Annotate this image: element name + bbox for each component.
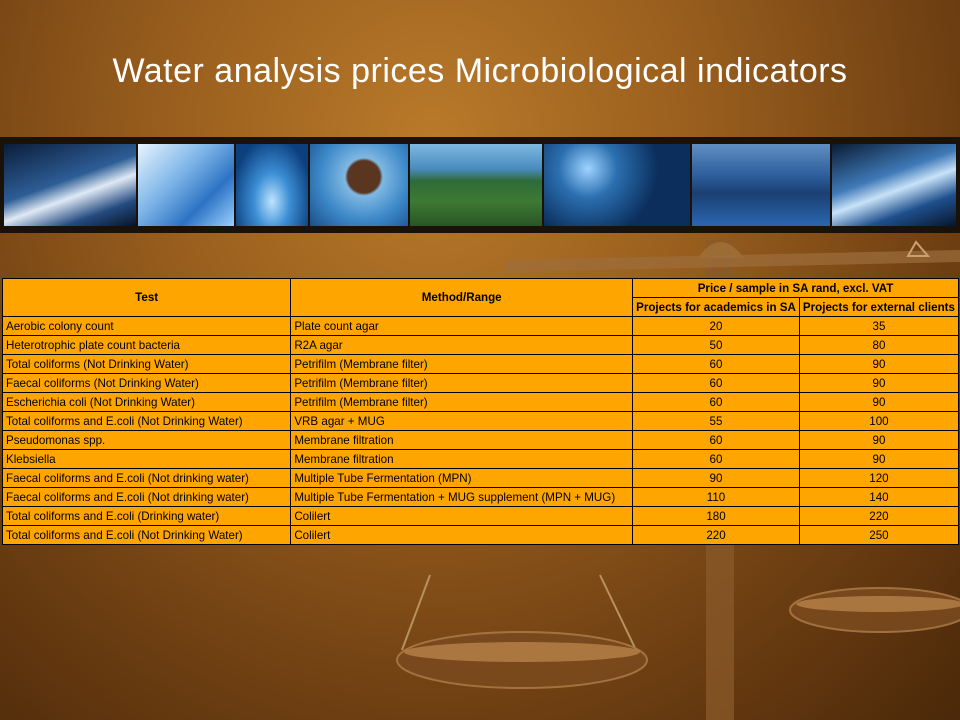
method-cell: Colilert <box>290 525 634 545</box>
external-column-header: Projects for external clients <box>798 297 960 317</box>
method-cell: Membrane filtration <box>290 430 634 450</box>
test-cell: Total coliforms and E.coli (Not Drinking… <box>1 525 292 545</box>
table-row: Faecal coliforms and E.coli (Not drinkin… <box>1 487 960 507</box>
academic-price-cell: 60 <box>632 430 800 450</box>
academic-price-cell: 220 <box>632 525 800 545</box>
treatment-plant-photo <box>692 144 830 226</box>
river-aerial-photo <box>410 144 542 226</box>
table-row: Klebsiella Membrane filtration 60 90 <box>1 449 960 469</box>
external-price-cell: 90 <box>798 430 960 450</box>
external-price-cell: 90 <box>798 449 960 469</box>
prices-table: Test Method/Range Price / sample in SA r… <box>1 278 960 545</box>
test-cell: Total coliforms and E.coli (Drinking wat… <box>1 506 292 526</box>
table-header-row: Test Method/Range Price / sample in SA r… <box>1 278 959 317</box>
test-cell: Aerobic colony count <box>1 316 292 336</box>
test-cell: Faecal coliforms and E.coli (Not drinkin… <box>1 487 292 507</box>
table-row: Aerobic colony count Plate count agar 20… <box>1 316 960 336</box>
table-row: Pseudomonas spp. Membrane filtration 60 … <box>1 430 960 450</box>
external-price-cell: 90 <box>798 354 960 374</box>
table-row: Total coliforms and E.coli (Drinking wat… <box>1 506 960 526</box>
test-cell: Faecal coliforms and E.coli (Not drinkin… <box>1 468 292 488</box>
external-price-cell: 120 <box>798 468 960 488</box>
academic-price-cell: 60 <box>632 392 800 412</box>
external-price-cell: 250 <box>798 525 960 545</box>
external-price-cell: 80 <box>798 335 960 355</box>
academic-price-cell: 90 <box>632 468 800 488</box>
table-row: Total coliforms (Not Drinking Water) Pet… <box>1 354 960 374</box>
test-cell: Heterotrophic plate count bacteria <box>1 335 292 355</box>
water-splash-photo <box>236 144 308 226</box>
academic-price-cell: 50 <box>632 335 800 355</box>
table-row: Escherichia coli (Not Drinking Water) Pe… <box>1 392 960 412</box>
child-in-water-photo <box>310 144 408 226</box>
academic-column-header: Projects for academics in SA <box>632 297 800 317</box>
water-glass-photo <box>138 144 234 226</box>
method-cell: Petrifilm (Membrane filter) <box>290 354 634 374</box>
external-price-cell: 90 <box>798 392 960 412</box>
method-cell: Petrifilm (Membrane filter) <box>290 392 634 412</box>
table-row: Total coliforms and E.coli (Not Drinking… <box>1 525 960 545</box>
test-cell: Total coliforms and E.coli (Not Drinking… <box>1 411 292 431</box>
academic-price-cell: 55 <box>632 411 800 431</box>
method-cell: VRB agar + MUG <box>290 411 634 431</box>
academic-price-cell: 60 <box>632 449 800 469</box>
photo-banner <box>0 137 960 233</box>
test-column-header: Test <box>1 278 292 317</box>
method-cell: Membrane filtration <box>290 449 634 469</box>
test-cell: Faecal coliforms (Not Drinking Water) <box>1 373 292 393</box>
method-column-header: Method/Range <box>290 278 634 317</box>
water-outflow-photo <box>832 144 956 226</box>
method-cell: Multiple Tube Fermentation (MPN) <box>290 468 634 488</box>
method-cell: R2A agar <box>290 335 634 355</box>
external-price-cell: 35 <box>798 316 960 336</box>
method-cell: Colilert <box>290 506 634 526</box>
test-cell: Total coliforms (Not Drinking Water) <box>1 354 292 374</box>
academic-price-cell: 110 <box>632 487 800 507</box>
academic-price-cell: 180 <box>632 506 800 526</box>
water-bubbles-photo <box>544 144 690 226</box>
table-row: Heterotrophic plate count bacteria R2A a… <box>1 335 960 355</box>
method-cell: Multiple Tube Fermentation + MUG supplem… <box>290 487 634 507</box>
external-price-cell: 140 <box>798 487 960 507</box>
academic-price-cell: 60 <box>632 354 800 374</box>
external-price-cell: 100 <box>798 411 960 431</box>
test-cell: Escherichia coli (Not Drinking Water) <box>1 392 292 412</box>
method-cell: Petrifilm (Membrane filter) <box>290 373 634 393</box>
academic-price-cell: 60 <box>632 373 800 393</box>
method-cell: Plate count agar <box>290 316 634 336</box>
external-price-cell: 220 <box>798 506 960 526</box>
test-cell: Pseudomonas spp. <box>1 430 292 450</box>
price-group-header: Price / sample in SA rand, excl. VAT <box>632 278 959 298</box>
test-cell: Klebsiella <box>1 449 292 469</box>
table-row: Faecal coliforms and E.coli (Not drinkin… <box>1 468 960 488</box>
table-row: Faecal coliforms (Not Drinking Water) Pe… <box>1 373 960 393</box>
academic-price-cell: 20 <box>632 316 800 336</box>
external-price-cell: 90 <box>798 373 960 393</box>
slide-title: Water analysis prices Microbiological in… <box>112 52 848 90</box>
ocean-wave-photo <box>4 144 136 226</box>
table-row: Total coliforms and E.coli (Not Drinking… <box>1 411 960 431</box>
